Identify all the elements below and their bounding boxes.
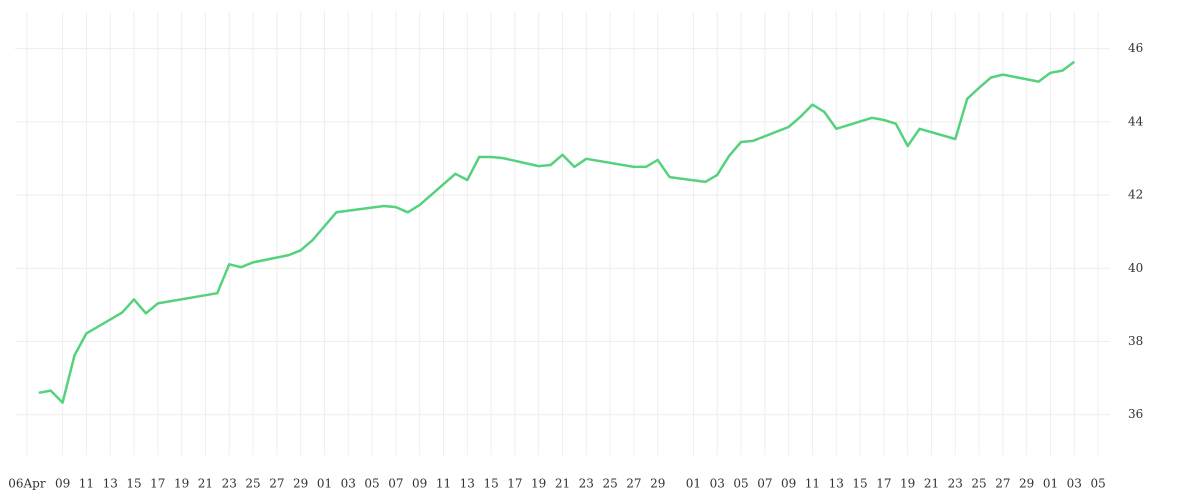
x-tick-label: 11 [805, 477, 820, 491]
x-tick-label: 11 [79, 477, 94, 491]
x-tick-label: 01 [1043, 477, 1058, 491]
x-tick-label: 27 [626, 477, 641, 491]
x-tick-label: 06Apr [8, 477, 46, 491]
x-tick-label: 07 [757, 477, 772, 491]
x-tick-label: 21 [198, 477, 213, 491]
x-tick-label: 25 [602, 477, 617, 491]
x-tick-label: 17 [876, 477, 891, 491]
x-tick-label: 13 [103, 477, 118, 491]
x-tick-label: 25 [971, 477, 986, 491]
x-tick-label: 23 [948, 477, 963, 491]
x-tick-label: 03 [710, 477, 725, 491]
y-tick-label: 44 [1128, 114, 1144, 128]
x-tick-label: 27 [269, 477, 284, 491]
x-tick-label: 17 [150, 477, 165, 491]
x-tick-label: 23 [222, 477, 237, 491]
x-tick-label: 23 [579, 477, 594, 491]
x-tick-label: 17 [507, 477, 522, 491]
x-tick-label: 05 [1090, 477, 1105, 491]
x-tick-label: 05 [364, 477, 379, 491]
x-tick-label: 13 [460, 477, 475, 491]
x-tick-label: 03 [341, 477, 356, 491]
x-tick-label: 21 [924, 477, 939, 491]
x-tick-label: 29 [1019, 477, 1034, 491]
x-tick-label: 15 [126, 477, 141, 491]
x-tick-label: 13 [829, 477, 844, 491]
x-tick-label: 09 [781, 477, 796, 491]
x-tick-label: 25 [245, 477, 260, 491]
x-tick-label: 29 [650, 477, 665, 491]
x-tick-label: 15 [852, 477, 867, 491]
y-tick-label: 46 [1128, 41, 1143, 55]
y-tick-label: 38 [1128, 334, 1143, 348]
x-tick-label: 09 [55, 477, 70, 491]
x-tick-label: 19 [900, 477, 915, 491]
x-tick-label: 05 [733, 477, 748, 491]
x-tick-label: 07 [388, 477, 403, 491]
x-tick-label: 15 [483, 477, 498, 491]
x-tick-label: 03 [1067, 477, 1082, 491]
x-tick-label: 01 [317, 477, 332, 491]
x-tick-label: 29 [293, 477, 308, 491]
price-line [38, 60, 1076, 404]
x-tick-label: 01 [686, 477, 701, 491]
x-tick-label: 11 [436, 477, 451, 491]
x-tick-label: 21 [555, 477, 570, 491]
x-tick-label: 09 [412, 477, 427, 491]
y-tick-label: 42 [1128, 188, 1143, 202]
x-tick-label: 19 [531, 477, 546, 491]
x-tick-label: 19 [174, 477, 189, 491]
y-tick-label: 40 [1128, 261, 1143, 275]
y-tick-label: 36 [1128, 407, 1143, 421]
x-tick-label: 27 [995, 477, 1010, 491]
